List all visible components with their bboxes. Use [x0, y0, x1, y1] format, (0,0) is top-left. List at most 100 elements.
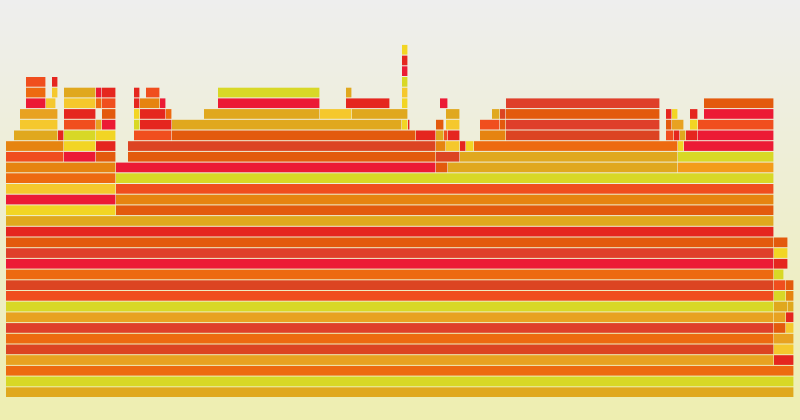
flame-frame[interactable] — [6, 365, 794, 376]
flame-frame[interactable] — [96, 130, 116, 141]
flame-frame[interactable] — [172, 119, 402, 130]
flame-frame[interactable] — [6, 141, 64, 151]
flame-frame[interactable] — [686, 130, 698, 141]
flame-frame[interactable] — [96, 119, 102, 130]
flame-frame[interactable] — [402, 98, 408, 109]
flame-frame[interactable] — [446, 109, 460, 119]
flame-frame[interactable] — [402, 77, 408, 87]
flame-frame[interactable] — [6, 151, 64, 162]
flame-frame[interactable] — [116, 205, 774, 216]
flame-frame[interactable] — [96, 141, 116, 151]
flame-frame[interactable] — [774, 269, 784, 280]
flame-frame[interactable] — [436, 162, 448, 173]
flame-frame[interactable] — [786, 312, 794, 323]
flame-frame[interactable] — [96, 87, 102, 98]
flame-frame[interactable] — [172, 130, 416, 141]
flame-frame[interactable] — [402, 55, 408, 66]
flame-frame[interactable] — [52, 87, 58, 98]
flame-frame[interactable] — [690, 109, 698, 119]
flame-frame[interactable] — [678, 151, 774, 162]
flame-frame[interactable] — [774, 248, 788, 258]
flame-frame[interactable] — [116, 184, 774, 194]
flame-frame[interactable] — [436, 119, 444, 130]
flame-frame[interactable] — [448, 162, 678, 173]
flame-frame[interactable] — [140, 109, 166, 119]
flame-frame[interactable] — [786, 291, 794, 301]
flame-frame[interactable] — [774, 312, 786, 323]
flame-frame[interactable] — [6, 312, 774, 323]
flame-frame[interactable] — [788, 301, 794, 312]
flame-frame[interactable] — [402, 66, 408, 76]
flame-frame[interactable] — [774, 258, 788, 269]
flame-frame[interactable] — [506, 98, 660, 109]
flame-frame[interactable] — [6, 387, 794, 397]
flame-frame[interactable] — [26, 87, 46, 98]
flame-frame[interactable] — [444, 130, 448, 141]
flame-frame[interactable] — [64, 98, 96, 109]
flame-frame[interactable] — [134, 130, 172, 141]
flame-frame[interactable] — [116, 194, 774, 205]
flame-frame[interactable] — [64, 151, 96, 162]
flame-frame[interactable] — [218, 98, 320, 109]
flame-frame[interactable] — [678, 141, 684, 151]
flame-frame[interactable] — [440, 98, 448, 109]
flame-frame[interactable] — [704, 109, 774, 119]
flame-frame[interactable] — [6, 205, 116, 216]
flame-frame[interactable] — [140, 119, 172, 130]
flame-frame[interactable] — [774, 333, 794, 344]
flame-frame[interactable] — [774, 280, 786, 290]
flame-frame[interactable] — [436, 141, 446, 151]
flame-frame[interactable] — [6, 226, 774, 237]
flame-frame[interactable] — [704, 98, 774, 109]
flame-frame[interactable] — [6, 173, 116, 183]
flame-frame[interactable] — [674, 130, 680, 141]
flame-frame[interactable] — [140, 98, 160, 109]
flame-frame[interactable] — [6, 216, 774, 226]
flame-frame[interactable] — [6, 323, 774, 333]
flame-frame[interactable] — [506, 119, 660, 130]
flame-frame[interactable] — [6, 194, 116, 205]
flame-frame[interactable] — [20, 119, 58, 130]
flame-frame[interactable] — [408, 119, 410, 130]
flame-frame[interactable] — [52, 77, 58, 87]
flame-frame[interactable] — [96, 98, 102, 109]
flame-frame[interactable] — [698, 130, 774, 141]
flame-frame[interactable] — [690, 119, 698, 130]
flame-frame[interactable] — [466, 141, 474, 151]
flame-frame[interactable] — [346, 87, 352, 98]
flame-frame[interactable] — [786, 280, 794, 290]
flame-frame[interactable] — [774, 344, 794, 355]
flame-frame[interactable] — [352, 109, 408, 119]
flame-frame[interactable] — [6, 280, 774, 290]
flame-frame[interactable] — [160, 98, 166, 109]
flame-frame[interactable] — [26, 77, 46, 87]
flame-frame[interactable] — [786, 323, 794, 333]
flame-frame[interactable] — [26, 98, 46, 109]
flame-frame[interactable] — [6, 237, 774, 248]
flame-frame[interactable] — [436, 130, 444, 141]
flame-frame[interactable] — [492, 109, 500, 119]
flame-frame[interactable] — [64, 119, 96, 130]
flame-frame[interactable] — [102, 119, 116, 130]
flame-frame[interactable] — [128, 141, 436, 151]
flame-frame[interactable] — [20, 109, 58, 119]
flame-frame[interactable] — [6, 269, 774, 280]
flame-frame[interactable] — [102, 109, 116, 119]
flame-frame[interactable] — [680, 130, 686, 141]
flame-frame[interactable] — [500, 109, 506, 119]
flame-frame[interactable] — [446, 141, 460, 151]
flame-frame[interactable] — [672, 119, 684, 130]
flame-frame[interactable] — [58, 130, 64, 141]
flame-frame[interactable] — [320, 109, 352, 119]
flame-frame[interactable] — [116, 173, 774, 183]
flame-frame[interactable] — [474, 141, 678, 151]
flame-frame[interactable] — [6, 258, 774, 269]
flame-frame[interactable] — [500, 119, 506, 130]
flame-frame[interactable] — [6, 162, 116, 173]
flame-frame[interactable] — [666, 119, 672, 130]
flame-frame[interactable] — [774, 301, 788, 312]
flame-frame[interactable] — [6, 344, 774, 355]
flame-frame[interactable] — [672, 109, 678, 119]
flame-frame[interactable] — [6, 355, 774, 365]
flame-frame[interactable] — [446, 119, 460, 130]
